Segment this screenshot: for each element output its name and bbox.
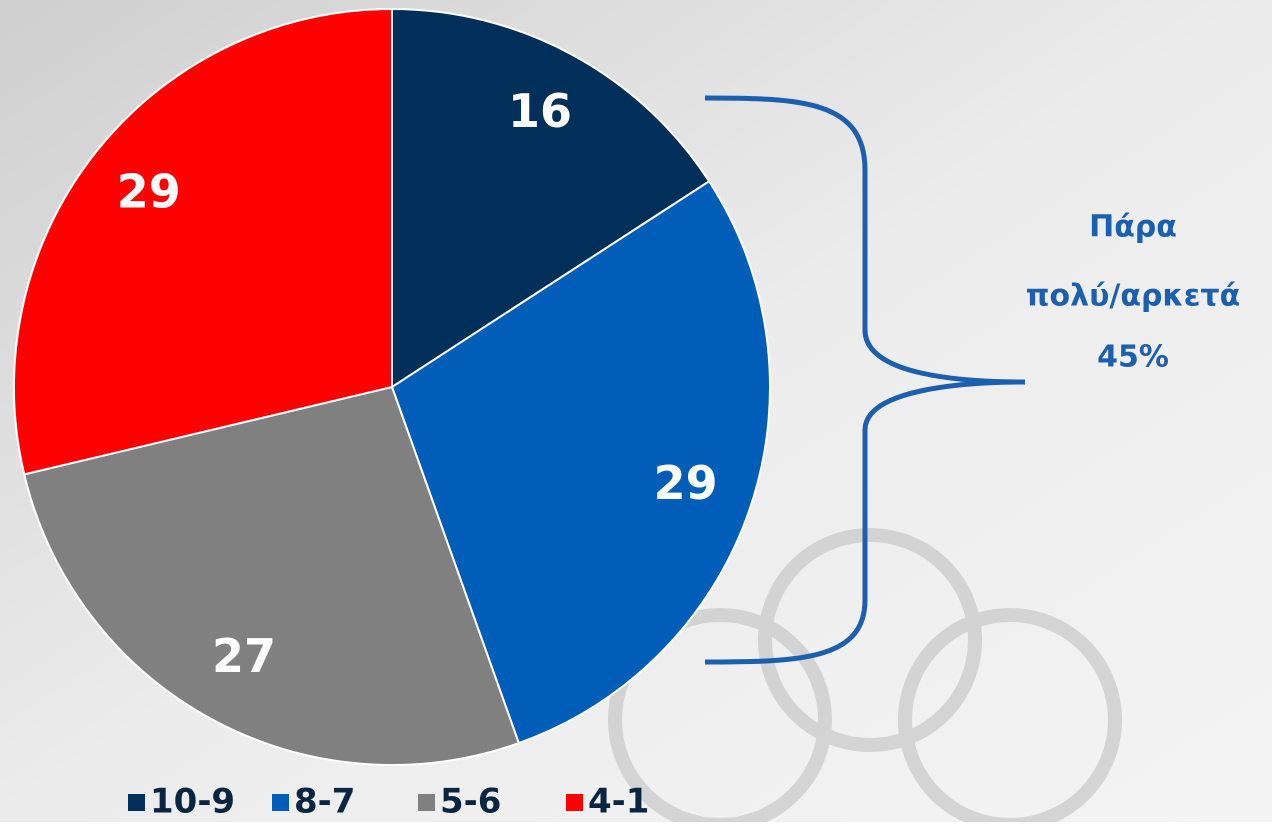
legend: 10-9 8-7 5-6 4-1: [128, 782, 649, 822]
pie-slice: [391, 7, 711, 389]
bracket: [704, 95, 1026, 665]
legend-label: 4-1: [588, 782, 649, 822]
pie: 16 29 27 29: [13, 7, 771, 766]
legend-label: 10-9: [150, 782, 235, 822]
pie-slice: [23, 385, 521, 766]
pie-slice: [390, 179, 771, 745]
annotation: 45%: [1097, 340, 1169, 375]
data-label: 16: [508, 84, 572, 138]
data-label: 29: [654, 456, 718, 510]
legend-swatch: [128, 794, 145, 811]
legend-label: 8-7: [294, 782, 355, 822]
legend-label: 5-6: [440, 782, 501, 822]
data-label: 27: [212, 629, 276, 683]
annotation: πολύ/αρκετά: [1026, 279, 1240, 314]
legend-swatch: [418, 794, 435, 811]
data-label: 29: [117, 164, 181, 218]
legend-swatch: [566, 794, 583, 811]
annotation: Πάρα: [1089, 210, 1177, 245]
pie-slice: [13, 7, 393, 476]
legend-swatch: [272, 794, 289, 811]
